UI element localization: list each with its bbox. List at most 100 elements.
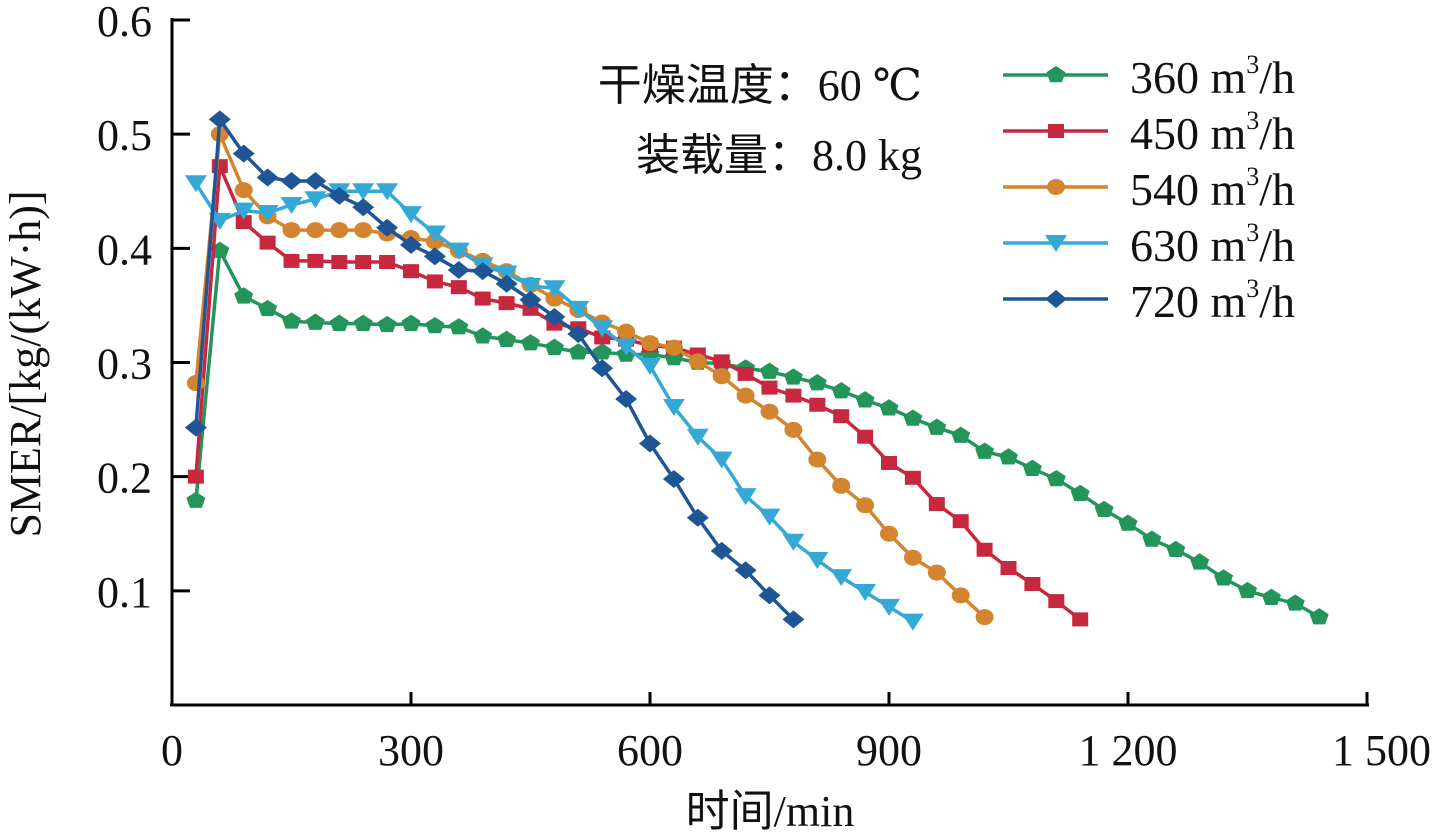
data-point-720 [758, 586, 781, 605]
data-point-630 [232, 202, 255, 220]
data-point-540 [832, 477, 851, 494]
data-point-360 [998, 448, 1019, 465]
data-point-450 [761, 380, 778, 395]
data-point-630 [400, 206, 422, 224]
x-ticks: 0 300 600 900 1 200 1 500 [161, 692, 1431, 775]
x-tick-label: 0 [161, 726, 183, 775]
data-point-450 [426, 274, 443, 289]
y-tick-label: 0.1 [97, 568, 152, 617]
series-line-450 [194, 164, 1082, 621]
data-point-450 [474, 291, 491, 306]
data-point-360 [927, 418, 947, 435]
data-point-540 [617, 323, 636, 340]
data-point-720 [304, 171, 327, 190]
data-point-360 [879, 399, 899, 416]
data-point-360 [401, 314, 421, 331]
data-point-720 [447, 261, 470, 280]
data-point-630 [543, 280, 566, 298]
legend-marker-circle-icon [1047, 179, 1065, 195]
data-point-630 [256, 204, 279, 222]
data-point-630 [376, 183, 399, 201]
data-point-630 [639, 357, 661, 375]
data-point-540 [975, 609, 994, 626]
data-point-360 [783, 368, 803, 385]
data-point-450 [235, 215, 252, 230]
data-point-450 [713, 354, 730, 369]
data-point-360 [1214, 569, 1234, 586]
x-tick-label: 1 500 [1332, 726, 1431, 775]
data-point-450 [881, 455, 897, 470]
data-point-720 [495, 274, 518, 293]
data-point-360 [1309, 608, 1329, 625]
data-point-720 [376, 218, 399, 237]
data-point-450 [1024, 576, 1041, 591]
data-point-630 [519, 278, 542, 296]
data-point-540 [784, 421, 803, 438]
data-point-450 [737, 366, 754, 381]
data-point-720 [232, 144, 255, 163]
data-point-360 [234, 287, 254, 304]
data-point-360 [1118, 514, 1138, 531]
legend-label-sup: 3 [1246, 106, 1259, 135]
data-point-540 [664, 339, 683, 356]
series-group [184, 110, 1329, 631]
data-point-450 [187, 469, 204, 484]
data-point-360 [1142, 530, 1162, 547]
data-point-540 [712, 368, 731, 385]
data-point-720 [662, 469, 685, 488]
legend-marker-square-icon [1048, 124, 1064, 138]
data-point-540 [186, 375, 205, 392]
data-point-720 [734, 561, 757, 580]
y-axis-label: SMER/[kg/(kW·h)] [1, 190, 50, 537]
data-point-540 [234, 182, 253, 199]
data-point-360 [1237, 581, 1258, 599]
data-point-720 [471, 262, 494, 281]
data-point-540 [282, 222, 301, 239]
y-tick-label: 0.3 [97, 340, 152, 389]
data-point-360 [1046, 469, 1066, 487]
legend-label-suffix: /h [1259, 108, 1295, 159]
y-ticks: 0.1 0.2 0.3 0.4 0.5 0.6 [97, 0, 190, 617]
data-point-360 [186, 491, 206, 508]
data-point-360 [425, 316, 445, 334]
data-point-450 [379, 255, 396, 270]
data-point-720 [591, 359, 614, 378]
data-point-540 [641, 335, 659, 352]
data-point-360 [1022, 459, 1042, 476]
y-tick-label: 0.5 [97, 111, 152, 160]
data-point-630 [280, 196, 303, 214]
data-point-360 [1190, 553, 1210, 570]
data-point-630 [782, 533, 805, 551]
data-point-540 [688, 353, 707, 370]
data-point-540 [354, 222, 373, 239]
data-point-450 [594, 330, 611, 345]
legend-marker-pentagon-icon [1046, 66, 1066, 83]
legend-label-value: 450 [1130, 108, 1211, 159]
data-point-450 [809, 397, 826, 412]
data-point-450 [1048, 594, 1065, 609]
legend-label-value: 630 [1130, 220, 1211, 271]
data-point-540 [951, 587, 970, 604]
data-point-720 [352, 198, 375, 217]
data-point-630 [830, 569, 853, 587]
data-point-450 [331, 255, 348, 270]
data-point-630 [184, 175, 207, 193]
legend-label-sup: 3 [1246, 50, 1259, 79]
x-tick-label: 900 [856, 726, 922, 775]
data-point-360 [592, 343, 612, 360]
legend-label-unit: m [1211, 52, 1247, 103]
data-point-720 [519, 290, 542, 309]
legend-label: 720 m3/h [1130, 274, 1295, 327]
data-point-450 [259, 235, 276, 250]
data-point-630 [758, 508, 781, 526]
data-point-360 [759, 362, 780, 379]
data-point-360 [831, 382, 851, 399]
legend-marker-diamond-icon [1045, 290, 1067, 308]
data-point-540 [856, 497, 875, 514]
data-point-450 [403, 264, 419, 279]
legend-label: 540 m3/h [1130, 162, 1295, 215]
data-point-450 [1000, 561, 1017, 575]
data-point-720 [423, 247, 446, 266]
series-line-540 [194, 132, 986, 619]
